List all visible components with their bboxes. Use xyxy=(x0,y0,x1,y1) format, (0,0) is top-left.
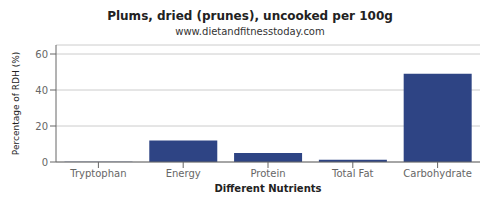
svg-text:Tryptophan: Tryptophan xyxy=(69,168,126,179)
svg-text:Protein: Protein xyxy=(250,168,285,179)
html-text:www.dietandfitnesstoday.com: www.dietandfitnesstoday.com xyxy=(175,26,325,37)
svg-text:40: 40 xyxy=(35,85,48,96)
svg-text:60: 60 xyxy=(35,49,48,60)
html-text:Plums, dried (prunes), uncooke: Plums, dried (prunes), uncooked per 100g xyxy=(107,9,393,23)
svg-text:Different Nutrients: Different Nutrients xyxy=(215,183,322,192)
svg-text:Percentage of RDH (%): Percentage of RDH (%) xyxy=(11,52,21,155)
svg-text:Total Fat: Total Fat xyxy=(331,168,373,179)
svg-text:Carbohydrate: Carbohydrate xyxy=(403,168,472,179)
svg-text:20: 20 xyxy=(35,121,48,132)
svg-text:Energy: Energy xyxy=(166,168,201,179)
svg-text:0: 0 xyxy=(42,157,48,168)
